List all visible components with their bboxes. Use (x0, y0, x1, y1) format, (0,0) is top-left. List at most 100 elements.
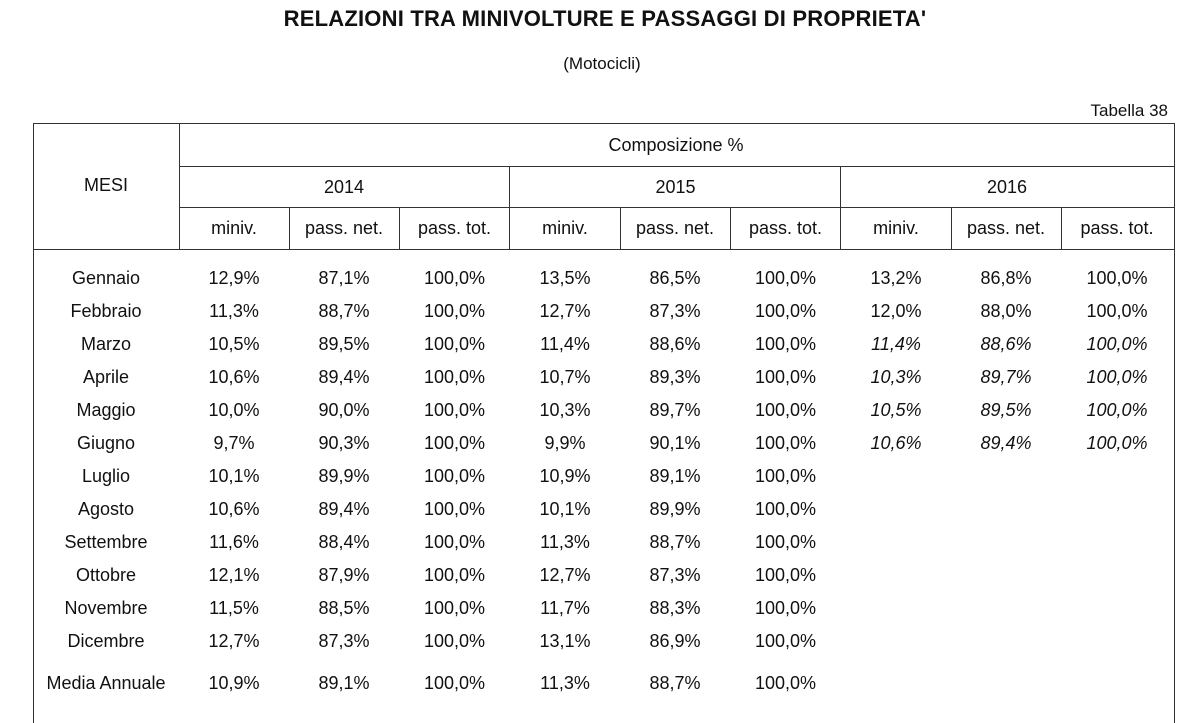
table-cell: 88,6% (649, 334, 701, 354)
table-cell: 90,0% (318, 400, 370, 420)
table-cell: 89,1% (649, 466, 701, 486)
table-cell: 10,5% (870, 400, 922, 420)
table-cell: 11,3% (540, 673, 590, 693)
table-cell: 100,0% (1086, 334, 1148, 354)
table-cell: 10,9% (208, 673, 260, 693)
table-cell: 89,4% (318, 367, 370, 387)
table-cell: 89,3% (649, 367, 701, 387)
table-cell: 100,0% (423, 334, 486, 354)
table-cell: 100,0% (423, 598, 486, 618)
table-cell: 100,0% (423, 268, 486, 288)
table-cell: 88,6% (980, 334, 1032, 354)
table-cell: 88,5% (318, 598, 370, 618)
table-cell: 100,0% (754, 301, 817, 321)
row-month-label: Aprile (82, 367, 130, 387)
row-month-label: Dicembre (67, 631, 145, 651)
table-cell: 10,1% (208, 466, 260, 486)
table-cell: 100,0% (423, 673, 486, 693)
column-header-pass-tot: pass. tot. (1080, 218, 1154, 238)
table-number-label: Tabella 38 (1090, 101, 1168, 120)
table-cell: 10,5% (208, 334, 260, 354)
table-cell: 88,7% (649, 532, 701, 552)
table-cell: 11,4% (871, 334, 921, 354)
column-header-miniv: miniv. (211, 218, 257, 238)
table-cell: 12,7% (539, 565, 591, 585)
table-cell: 90,1% (649, 433, 701, 453)
table-cell: 12,7% (208, 631, 260, 651)
table-cell: 100,0% (754, 532, 817, 552)
year-header-2014: 2014 (323, 177, 365, 197)
table-cell: 100,0% (1086, 367, 1148, 387)
table-cell: 9,7% (213, 433, 255, 453)
table-cell: 100,0% (423, 367, 486, 387)
row-month-label: Marzo (80, 334, 131, 354)
table-cell: 100,0% (1086, 433, 1148, 453)
table-cell: 100,0% (754, 499, 817, 519)
table-cell: 100,0% (754, 268, 817, 288)
table-cell: 88,0% (980, 301, 1032, 321)
table-cell: 12,9% (208, 268, 260, 288)
table-cell: 89,5% (318, 334, 370, 354)
table-cell: 88,7% (318, 301, 370, 321)
column-header-pass-tot: pass. tot. (417, 218, 492, 238)
table-cell: 89,7% (980, 367, 1032, 387)
table-cell: 11,6% (209, 532, 259, 552)
table-cell: 12,7% (539, 301, 591, 321)
table-cell: 100,0% (1086, 400, 1148, 420)
table-frame (33, 123, 1175, 723)
table-cell: 100,0% (1086, 301, 1148, 321)
table-cell: 86,8% (980, 268, 1032, 288)
table-cell: 89,5% (980, 400, 1032, 420)
table-cell: 100,0% (423, 532, 486, 552)
table-cell: 11,3% (209, 301, 259, 321)
table-cell: 89,4% (318, 499, 370, 519)
row-month-label: Agosto (77, 499, 135, 519)
table-cell: 89,9% (649, 499, 701, 519)
row-month-label: Maggio (76, 400, 136, 420)
table-cell: 10,3% (539, 400, 591, 420)
table-cell: 13,1% (539, 631, 591, 651)
table-cell: 86,9% (649, 631, 701, 651)
table-cell: 13,5% (539, 268, 591, 288)
column-header-miniv: miniv. (542, 218, 588, 238)
table-cell: 89,9% (318, 466, 370, 486)
table-cell: 12,0% (870, 301, 922, 321)
table-cell: 100,0% (754, 400, 817, 420)
table-cell: 89,7% (649, 400, 701, 420)
table-cell: 100,0% (754, 565, 817, 585)
row-month-label: Gennaio (71, 268, 141, 288)
table-cell: 87,9% (318, 565, 370, 585)
table-cell: 100,0% (423, 301, 486, 321)
table-cell: 100,0% (754, 631, 817, 651)
table-cell: 87,3% (649, 565, 701, 585)
row-month-label: Ottobre (75, 565, 137, 585)
column-header-pass-tot: pass. tot. (748, 218, 823, 238)
table-cell: 86,5% (649, 268, 701, 288)
table-cell: 87,3% (318, 631, 370, 651)
table-cell: 10,0% (208, 400, 260, 420)
table-cell: 100,0% (754, 466, 817, 486)
table-cell: 87,3% (649, 301, 701, 321)
table-cell: 100,0% (754, 334, 817, 354)
table-cell: 90,3% (318, 433, 370, 453)
table-cell: 11,3% (540, 532, 590, 552)
divider-subcolumn (1061, 207, 1062, 249)
table-cell: 9,9% (544, 433, 586, 453)
row-month-label: Febbraio (70, 301, 142, 321)
column-header-pass-net: pass. net. (635, 218, 715, 238)
year-header-2015: 2015 (655, 177, 696, 197)
table-cell: 100,0% (423, 499, 486, 519)
table-cell: 100,0% (754, 433, 817, 453)
page-title: RELAZIONI TRA MINIVOLTURE E PASSAGGI DI … (283, 6, 927, 31)
table-cell: 100,0% (754, 598, 817, 618)
table-cell: 100,0% (423, 565, 486, 585)
rule-under-composition (179, 166, 1174, 167)
page-subtitle: (Motocicli) (563, 54, 641, 73)
table-cell: 12,1% (208, 565, 260, 585)
divider-subcolumn (951, 207, 952, 249)
divider-subcolumn (730, 207, 731, 249)
table-cell: 10,3% (870, 367, 922, 387)
rule-under-years (179, 207, 1174, 208)
table-cell: 87,1% (318, 268, 370, 288)
divider-subcolumn (620, 207, 621, 249)
